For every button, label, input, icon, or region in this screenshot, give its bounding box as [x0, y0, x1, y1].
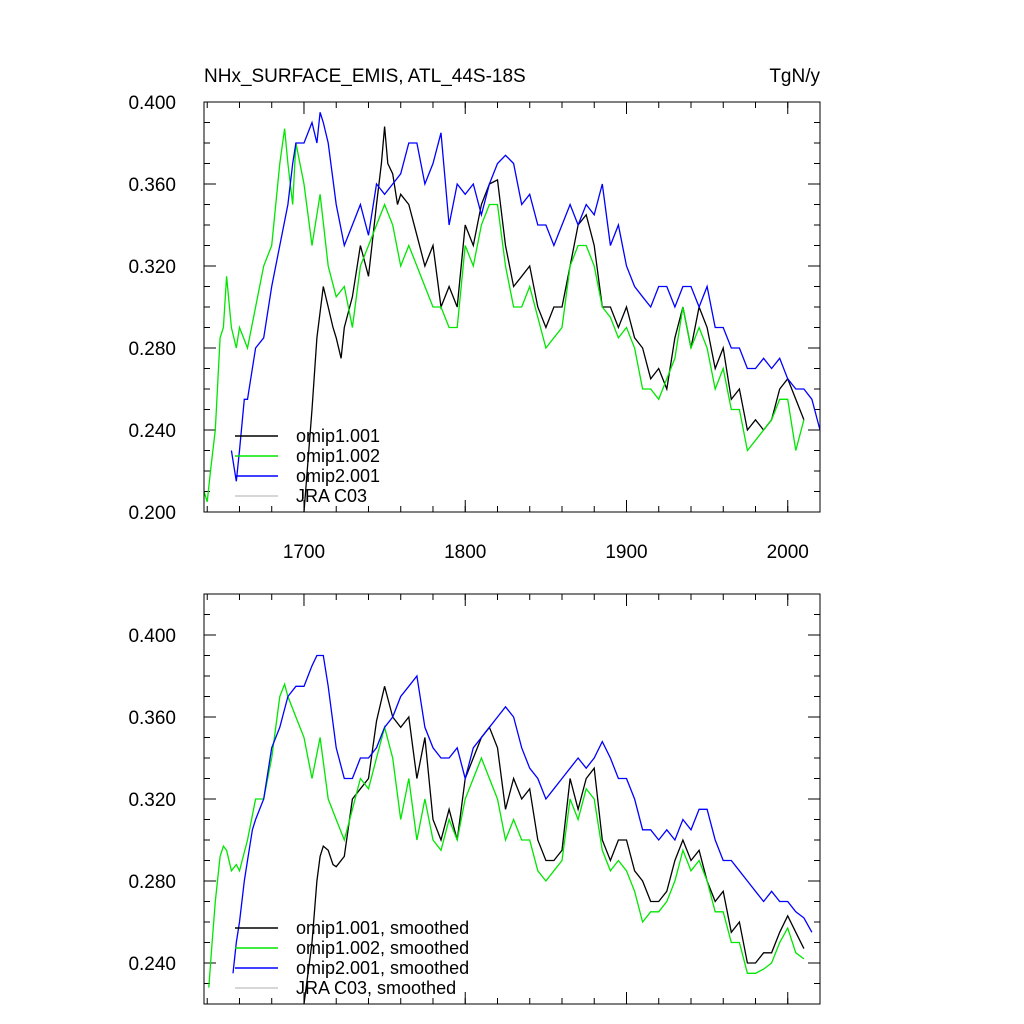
y-tick-label: 0.280: [128, 872, 176, 893]
y-tick-label: 0.280: [128, 339, 176, 360]
y-tick-label: 0.240: [128, 421, 176, 442]
series-line-omip1-002: [204, 128, 805, 502]
bottom-panel: 0.240 0.280 0.320 0.360 0.400 omip1.001, smoo…: [128, 593, 821, 1005]
legend-label: omip1.001, smoothed: [296, 918, 469, 938]
top-panel: 0.200 0.240 0.280 0.320 0.360 0.400 1700 1800 19…: [128, 93, 821, 563]
legend-label: JRA C03: [296, 486, 367, 506]
legend-label: JRA C03, smoothed: [296, 978, 456, 998]
y-tick-label: 0.240: [128, 954, 176, 975]
y-tick-label: 0.320: [128, 790, 176, 811]
y-tick-label: 0.360: [128, 708, 176, 729]
x-tick-label: 1900: [605, 542, 647, 563]
x-tick-label: 1800: [444, 542, 486, 563]
y-tick-label: 0.400: [128, 93, 176, 114]
plot-frame: [203, 593, 821, 1005]
legend-label: omip1.002, smoothed: [296, 938, 469, 958]
minor-ticks: [204, 101, 821, 513]
chart-units: TgN/y: [769, 66, 820, 87]
y-tick-label: 0.360: [128, 175, 176, 196]
legend-label: omip1.001: [296, 426, 380, 446]
x-tick-label: 1700: [283, 542, 325, 563]
legend-label: omip1.002: [296, 446, 380, 466]
y-tick-label: 0.200: [128, 503, 176, 524]
series-group: [204, 112, 820, 512]
series-line-omip1-001-smoothed: [303, 686, 805, 1004]
x-tick-label: 2000: [767, 542, 809, 563]
series-line-omip2-001: [230, 112, 820, 482]
series-group: [208, 654, 813, 1004]
legend-label: omip2.001: [296, 466, 380, 486]
plot-frame: [203, 101, 821, 513]
series-line-omip1-002-smoothed: [208, 682, 805, 988]
legend-label: omip2.001, smoothed: [296, 958, 469, 978]
y-tick-label: 0.400: [128, 626, 176, 647]
chart-title: NHx_SURFACE_EMIS, ATL_44S-18S: [204, 66, 526, 87]
series-line-omip1-001: [303, 126, 805, 512]
y-tick-label: 0.320: [128, 257, 176, 278]
series-line-omip2-001-smoothed: [232, 654, 813, 974]
